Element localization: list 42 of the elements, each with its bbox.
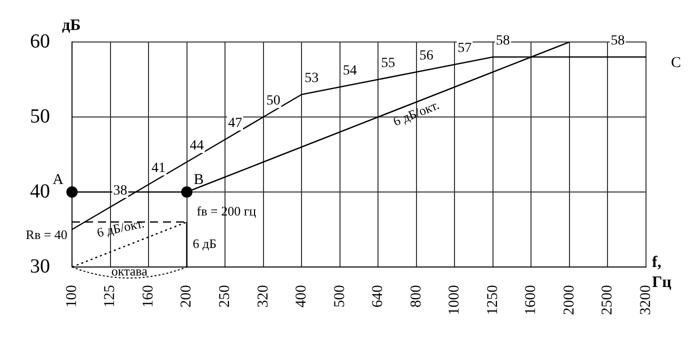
y-tick-label: 30 — [30, 255, 50, 278]
x-tick-label: 1600 — [523, 285, 540, 315]
data-label: 53 — [304, 71, 319, 86]
data-label: 50 — [266, 94, 280, 109]
x-axis-title: f, Гц — [652, 254, 672, 292]
annotation: B — [194, 172, 204, 188]
y-tick-label: 60 — [30, 30, 50, 52]
text: Rв = 40 — [26, 226, 68, 242]
x-tick-label: 3200 — [638, 285, 654, 315]
annotation: C — [670, 54, 682, 71]
data-label: 57 — [458, 41, 472, 56]
x-tick-label: 2500 — [600, 285, 616, 315]
x-tick-label: 125 — [102, 285, 118, 308]
x-tick-label: 1250 — [484, 285, 501, 315]
y-tick-label: 40 — [30, 180, 50, 202]
data-label: 58 — [610, 34, 625, 49]
x-tick-label: 400 — [294, 285, 310, 308]
x-tick-label: 500 — [332, 285, 348, 308]
data-label: 54 — [342, 64, 357, 79]
x-tick-label: 200 — [178, 285, 195, 308]
data-label: 55 — [381, 56, 396, 72]
annotation: октава — [111, 263, 148, 278]
x-tick-label: 100 — [64, 285, 80, 308]
annotation: 6 дБ — [192, 236, 217, 251]
x-tick-label: 800 — [408, 285, 424, 308]
annotation: A — [52, 172, 64, 188]
x-tick-label: 160 — [140, 285, 156, 308]
x-tick-label: 2000 — [561, 285, 578, 315]
data-label: 47 — [228, 116, 242, 132]
x-tick-label: 250 — [217, 285, 234, 308]
data-label: 41 — [152, 161, 166, 176]
annotation: 6 дБ/окт. — [96, 215, 146, 240]
x-tick-label: 320 — [255, 285, 272, 308]
x-tick-label: 640 — [370, 285, 386, 308]
data-label: 44 — [190, 138, 204, 154]
y-axis-title: дБ — [62, 17, 81, 34]
data-label: 58 — [496, 34, 510, 49]
x-tick-label: 1000 — [446, 285, 463, 315]
annotation: 6 дБ/окт. — [390, 97, 442, 129]
data-label: 38 — [113, 184, 128, 199]
y-tick-label: 50 — [30, 105, 50, 128]
data-label: 56 — [419, 48, 434, 64]
